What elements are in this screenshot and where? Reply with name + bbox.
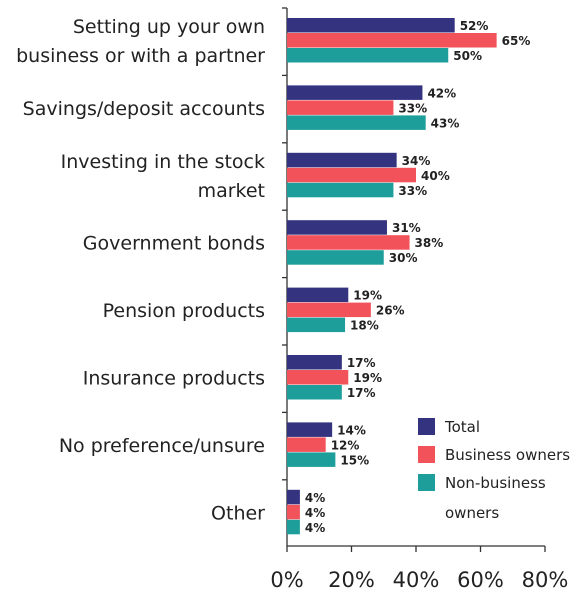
bar (287, 115, 426, 130)
legend: Total Business owners Non-business owners (418, 418, 570, 522)
legend-label: owners (445, 504, 499, 522)
category-label: Other (211, 502, 265, 524)
bar (287, 302, 371, 318)
bar (287, 100, 394, 115)
bar-value-label: 17% (347, 386, 376, 400)
bar (287, 85, 423, 100)
category-label: Investing in the stock (61, 151, 265, 173)
x-tick-label: 20% (328, 568, 375, 592)
category-label: market (198, 180, 265, 202)
legend-label: Non-business (445, 474, 546, 492)
bar-value-label: 38% (415, 236, 444, 250)
bar (287, 422, 333, 437)
bar (287, 355, 342, 370)
bar-value-label: 50% (453, 49, 482, 63)
bar (287, 33, 497, 48)
bar-value-label: 40% (421, 169, 450, 183)
bar (287, 452, 336, 467)
category-label: Insurance products (83, 368, 265, 390)
category-label: Government bonds (83, 233, 265, 255)
category-label: Pension products (103, 300, 265, 322)
legend-swatch (418, 418, 435, 435)
x-tick-label: 80% (522, 568, 569, 592)
bar (287, 370, 349, 385)
bar-value-label: 18% (350, 319, 379, 333)
bar (287, 385, 342, 400)
bar-value-label: 34% (402, 154, 431, 168)
bar-value-label: 4% (305, 521, 325, 535)
bar-value-label: 26% (376, 304, 405, 318)
bar-value-label: 19% (353, 371, 382, 385)
bar (287, 287, 349, 303)
bars (287, 18, 497, 535)
bar (287, 317, 346, 333)
bar (287, 152, 397, 168)
bar-value-label: 4% (305, 506, 325, 520)
bar-value-label: 52% (460, 19, 489, 33)
category-label: Setting up your own (73, 16, 265, 38)
bar-value-label: 31% (392, 221, 421, 235)
bar (287, 250, 384, 265)
labels: 52% 65% 50% Setting up your own business or … (16, 16, 530, 535)
bar-value-label: 33% (398, 101, 427, 115)
bar (287, 489, 300, 505)
axes: 0% 20% 40% 60% 80% (270, 7, 569, 592)
legend-swatch (418, 474, 435, 491)
bar-value-label: 14% (337, 423, 366, 437)
bar-value-label: 30% (389, 251, 418, 265)
category-label: Savings/deposit accounts (23, 98, 265, 120)
legend-swatch (418, 446, 435, 463)
bar (287, 504, 300, 520)
bar-value-label: 15% (340, 453, 369, 467)
bar (287, 437, 326, 452)
legend-label: Total (444, 418, 480, 436)
bar (287, 519, 300, 535)
bar-value-label: 42% (427, 86, 456, 100)
category-label: business or with a partner (16, 45, 265, 67)
bar (287, 182, 394, 198)
bar-value-label: 4% (305, 491, 325, 505)
bar-value-label: 65% (502, 34, 531, 48)
legend-label: Business owners (445, 446, 570, 464)
x-tick-label: 0% (270, 568, 303, 592)
bar (287, 235, 410, 250)
bar (287, 220, 387, 235)
bar (287, 18, 455, 33)
bar-value-label: 33% (398, 184, 427, 198)
bar-value-label: 12% (331, 438, 360, 452)
bar-value-label: 19% (353, 289, 382, 303)
category-label: No preference/unsure (59, 435, 265, 457)
x-tick-label: 60% (457, 568, 504, 592)
x-tick-label: 40% (393, 568, 440, 592)
bar-value-label: 17% (347, 356, 376, 370)
bar (287, 48, 449, 63)
bar-value-label: 43% (431, 116, 460, 130)
bar (287, 167, 416, 183)
